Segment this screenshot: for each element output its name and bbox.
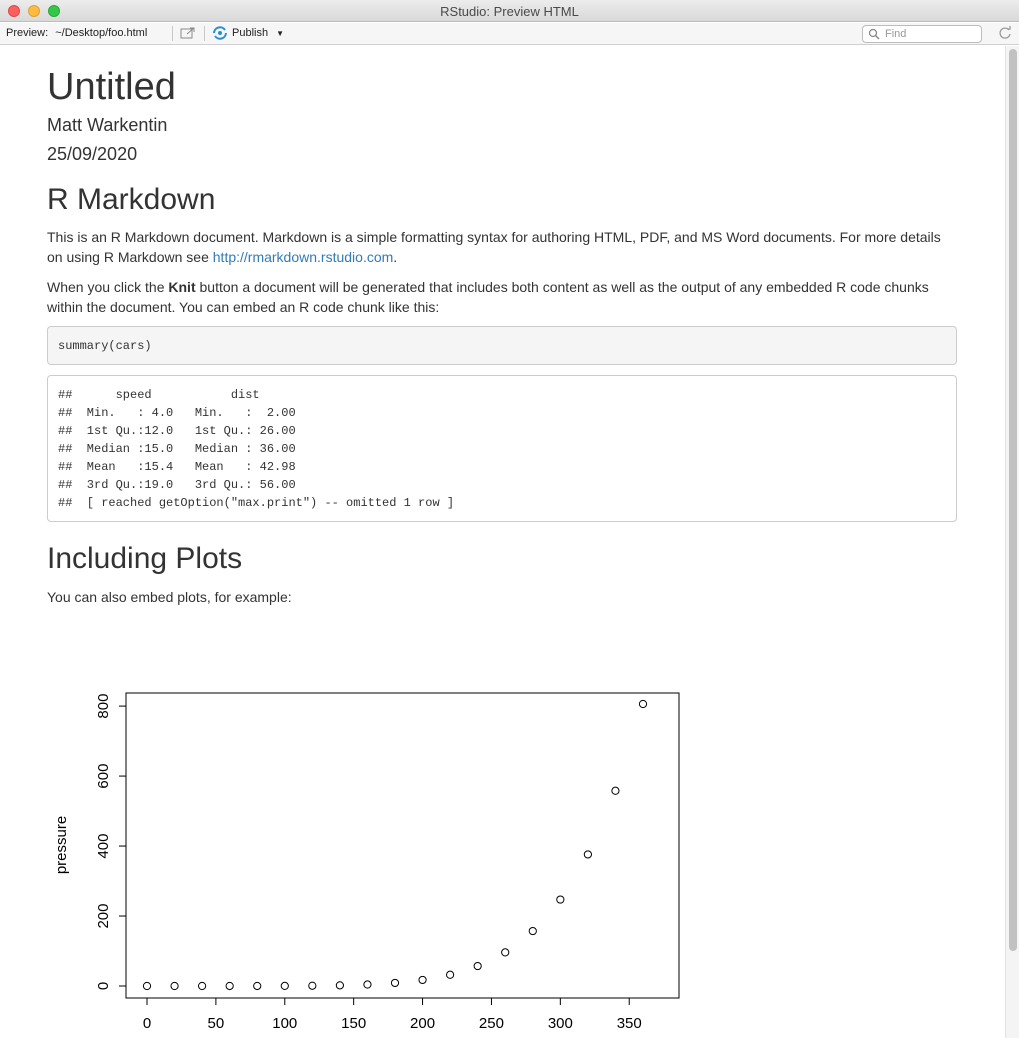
data-point: [170, 981, 179, 991]
html-preview-content[interactable]: Untitled Matt Warkentin 25/09/2020 R Mar…: [0, 46, 1005, 1038]
y-tick-label: 400: [95, 834, 112, 859]
preview-toolbar: Preview: ~/Desktop/foo.html Publish ▼ Fi…: [0, 23, 1019, 45]
y-axis-label: pressure: [53, 816, 70, 874]
scrollbar-thumb[interactable]: [1009, 49, 1017, 951]
data-point: [583, 850, 592, 859]
find-placeholder: Find: [885, 28, 907, 40]
x-tick-label: 100: [272, 1015, 297, 1032]
intro-text-end: .: [393, 249, 398, 265]
data-point: [253, 981, 262, 991]
output-line: ## 1st Qu.:12.0 1st Qu.: 26.00: [58, 424, 311, 438]
rmarkdown-link[interactable]: http://rmarkdown.rstudio.com: [212, 249, 394, 265]
output-line: ## 3rd Qu.:19.0 3rd Qu.: 56.00: [58, 478, 311, 492]
y-axis: 0 200 400 600 800: [95, 694, 127, 990]
close-window-button[interactable]: [8, 5, 20, 17]
vertical-scrollbar[interactable]: [1005, 46, 1019, 1038]
data-point: [390, 978, 400, 988]
data-points: [142, 699, 648, 991]
maximize-window-button[interactable]: [48, 5, 60, 17]
r-code: summary(cars): [58, 339, 152, 353]
knit-paragraph: When you click the Knit button a documen…: [47, 277, 957, 317]
data-point: [473, 961, 482, 971]
data-point: [446, 970, 455, 979]
intro-text: This is an R Markdown document. Markdown…: [47, 229, 941, 265]
x-tick-label: 150: [341, 1015, 366, 1032]
x-tick-label: 250: [479, 1015, 504, 1032]
output-line: ## Min. : 4.0 Min. : 2.00: [58, 406, 311, 420]
x-tick-label: 350: [617, 1015, 642, 1032]
refresh-icon: [999, 26, 1011, 39]
intro-paragraph: This is an R Markdown document. Markdown…: [47, 227, 957, 267]
output-line: ## speed dist: [58, 388, 311, 402]
x-axis: 0 50 100 150 200 250 300 350: [143, 997, 642, 1032]
preview-path: ~/Desktop/foo.html: [55, 27, 148, 39]
preview-label: Preview:: [6, 27, 49, 39]
knit-bold: Knit: [168, 279, 196, 295]
window-title: RStudio: Preview HTML: [440, 4, 579, 19]
knit-text-start: When you click the: [47, 279, 169, 295]
data-point: [638, 699, 648, 709]
pressure-scatter-plot: 0 50 100 150 200 250 300 350 0 200 400 600 800 pres…: [53, 692, 680, 1032]
open-in-browser-button[interactable]: [180, 27, 196, 40]
data-point: [335, 981, 344, 990]
publish-button[interactable]: Publish ▼: [212, 26, 284, 40]
open-in-browser-icon: [180, 27, 195, 39]
output-line: ## [ reached getOption("max.print") -- o…: [58, 496, 455, 510]
data-point: [418, 975, 427, 985]
x-tick-label: 200: [410, 1015, 435, 1032]
publish-label: Publish: [232, 27, 269, 39]
window-titlebar: RStudio: Preview HTML: [0, 0, 1019, 22]
section-heading-including-plots: Including Plots: [47, 542, 243, 575]
x-tick-label: 300: [548, 1015, 573, 1032]
search-icon: [868, 28, 880, 40]
plot-box: [125, 692, 680, 999]
y-tick-label: 800: [95, 694, 112, 719]
toolbar-divider: [204, 26, 205, 41]
data-point: [611, 786, 620, 795]
data-point: [363, 980, 372, 989]
section-heading-r-markdown: R Markdown: [47, 183, 216, 216]
document-date: 25/09/2020: [47, 144, 138, 164]
toolbar-divider: [172, 26, 173, 41]
knit-text-end: button a document will be generated that…: [47, 279, 929, 315]
x-tick-label: 0: [143, 1015, 151, 1032]
output-line: ## Mean :15.4 Mean : 42.98: [58, 460, 311, 474]
data-point: [280, 981, 289, 991]
refresh-button[interactable]: [998, 26, 1012, 43]
document-title: Untitled: [47, 66, 176, 108]
r-output-block: ## speed dist ## Min. : 4.0 Min. : 2.00 …: [47, 375, 957, 522]
y-tick-label: 600: [95, 764, 112, 789]
minimize-window-button[interactable]: [28, 5, 40, 17]
data-point: [308, 981, 317, 990]
data-point: [528, 926, 537, 936]
y-tick-label: 0: [95, 982, 112, 990]
data-point: [501, 948, 510, 957]
data-point: [225, 981, 234, 991]
data-point: [556, 895, 565, 904]
output-line: ## Median :15.0 Median : 36.00: [58, 442, 311, 456]
plots-paragraph: You can also embed plots, for example:: [47, 589, 292, 605]
r-code-chunk: summary(cars): [47, 326, 957, 365]
document-author: Matt Warkentin: [47, 115, 168, 135]
chevron-down-icon[interactable]: ▼: [276, 28, 284, 38]
data-point: [198, 981, 207, 991]
data-point: [142, 981, 152, 991]
find-input[interactable]: Find: [862, 25, 982, 43]
publish-icon: [213, 26, 227, 40]
preview-path-label: Preview: ~/Desktop/foo.html: [6, 27, 147, 39]
x-tick-label: 50: [208, 1015, 225, 1032]
y-tick-label: 200: [95, 904, 112, 929]
